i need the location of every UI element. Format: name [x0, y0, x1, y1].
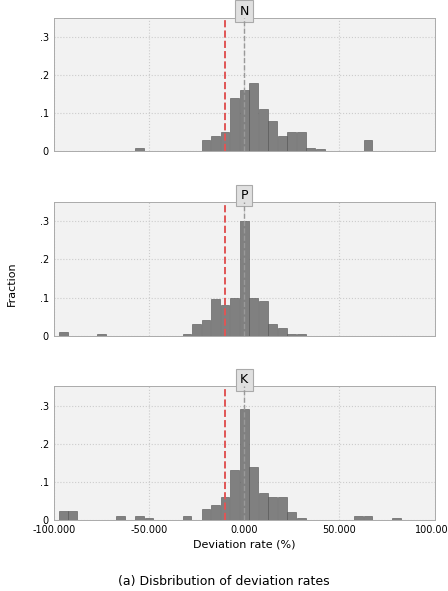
Bar: [249, 297, 258, 336]
Bar: [268, 497, 277, 520]
Bar: [287, 512, 296, 520]
Bar: [287, 132, 296, 151]
Bar: [230, 98, 239, 151]
Bar: [202, 320, 211, 336]
Bar: [268, 121, 277, 151]
Bar: [316, 150, 325, 151]
Bar: [259, 493, 267, 520]
Text: (a) Disbribution of deviation rates: (a) Disbribution of deviation rates: [118, 575, 330, 588]
Bar: [221, 132, 229, 151]
Bar: [116, 517, 125, 520]
Bar: [297, 132, 306, 151]
Bar: [249, 467, 258, 520]
Bar: [278, 328, 287, 336]
Bar: [363, 517, 372, 520]
Bar: [135, 148, 144, 151]
Bar: [221, 305, 229, 336]
Bar: [278, 497, 287, 520]
Bar: [297, 518, 306, 520]
Bar: [259, 301, 267, 336]
Bar: [230, 470, 239, 520]
Bar: [192, 324, 201, 336]
X-axis label: Deviation rate (%): Deviation rate (%): [193, 539, 295, 549]
Bar: [59, 332, 68, 336]
Bar: [230, 297, 239, 336]
Bar: [202, 509, 211, 520]
Bar: [240, 90, 249, 151]
Bar: [211, 300, 220, 336]
Text: Fraction: Fraction: [7, 261, 17, 306]
Title: N: N: [240, 5, 249, 18]
Bar: [363, 140, 372, 151]
Bar: [202, 140, 211, 151]
Bar: [306, 148, 315, 151]
Bar: [211, 136, 220, 151]
Bar: [297, 334, 306, 336]
Bar: [145, 518, 153, 520]
Bar: [135, 517, 144, 520]
Bar: [240, 221, 249, 336]
Bar: [392, 518, 401, 520]
Bar: [354, 517, 363, 520]
Title: P: P: [241, 189, 248, 202]
Bar: [59, 511, 68, 520]
Bar: [69, 511, 77, 520]
Bar: [240, 410, 249, 520]
Bar: [183, 334, 191, 336]
Bar: [211, 505, 220, 520]
Bar: [221, 497, 229, 520]
Bar: [259, 109, 267, 151]
Bar: [249, 83, 258, 151]
Title: K: K: [240, 374, 248, 387]
Bar: [268, 324, 277, 336]
Bar: [287, 334, 296, 336]
Bar: [278, 136, 287, 151]
Bar: [97, 334, 106, 336]
Bar: [183, 517, 191, 520]
